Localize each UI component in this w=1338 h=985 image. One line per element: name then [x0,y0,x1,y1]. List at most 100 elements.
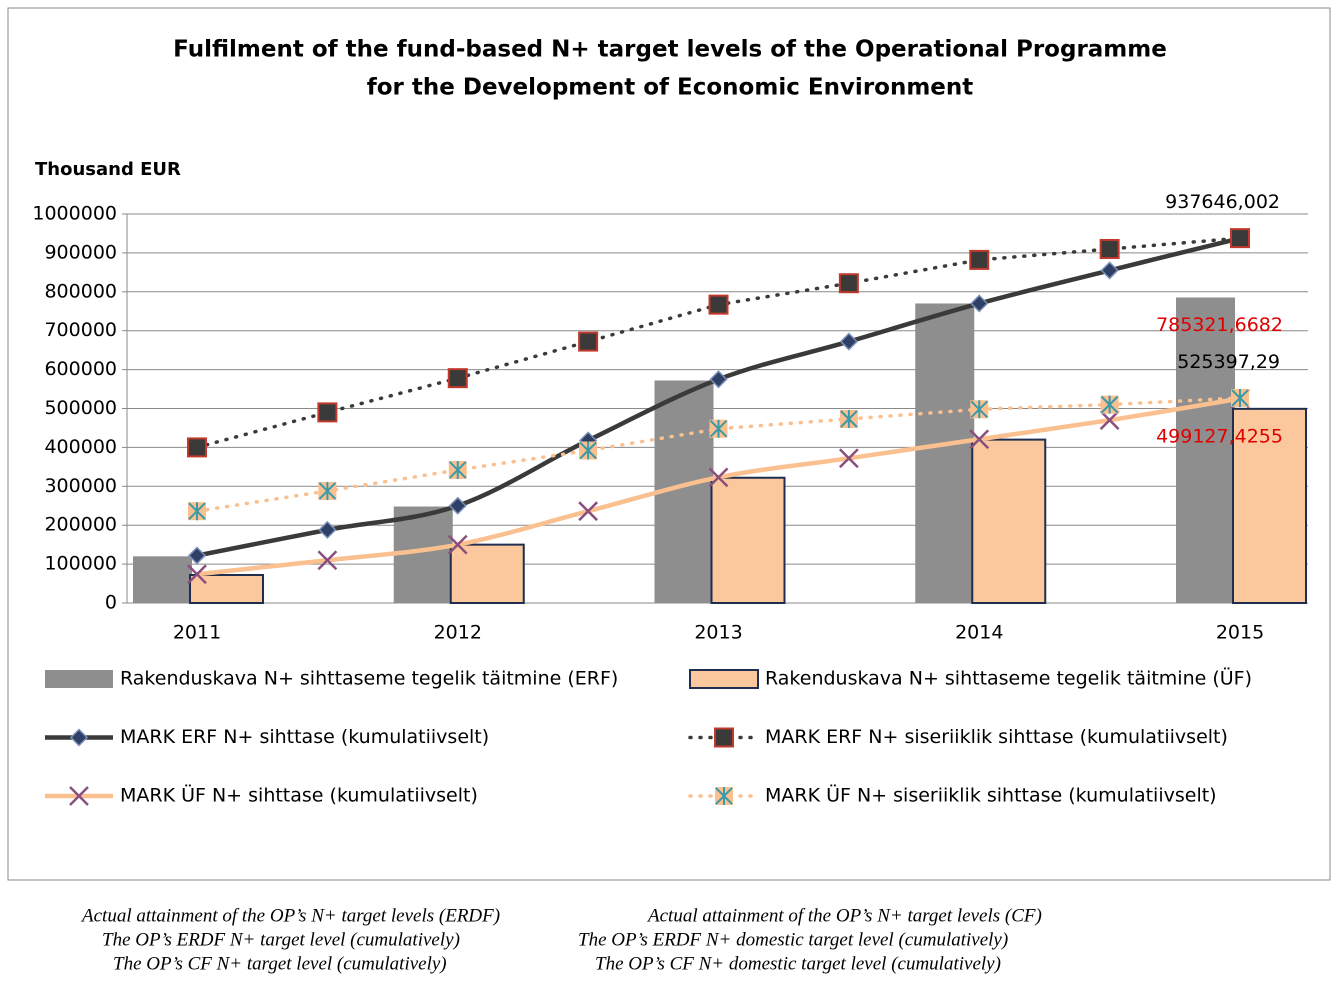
bar [1232,407,1307,604]
point-marker [578,501,599,522]
marker-shape [1099,410,1120,431]
y-tick-label: 100000 [44,553,117,575]
point-marker [1100,395,1119,414]
marker-shape [839,332,858,351]
y-tick-label: 200000 [44,514,117,536]
marker-shape [447,534,468,555]
marker-shape [1231,388,1249,407]
point-marker [1230,228,1250,249]
bar [393,506,453,603]
point-marker [970,400,989,419]
marker-shape [838,448,859,469]
marker-shape [715,787,733,805]
marker-shape [578,501,599,522]
point-marker [447,534,468,555]
point-marker [708,467,729,488]
marker-shape [1100,261,1119,280]
point-marker [709,370,728,389]
marker-shape [708,467,729,488]
point-marker [1099,239,1120,260]
legend-marker [714,727,734,748]
marker-shape [714,727,734,748]
caption: The OP’s ERDF N+ domestic target level (… [578,929,1008,950]
marker-shape [579,441,597,460]
bar [449,543,525,605]
legend-label: MARK ÜF N+ sihttase (kumulatiivselt) [120,784,478,807]
legend-label: Rakenduskava N+ sihttaseme tegelik täitm… [765,667,1252,690]
y-tick-label: 600000 [44,358,117,380]
marker-shape [69,728,89,747]
marker-shape [1099,239,1120,260]
point-marker [317,402,338,423]
legend-marker [69,728,89,747]
point-marker [1099,410,1120,431]
marker-shape [448,496,467,515]
point-marker [187,564,207,585]
marker-shape [970,400,988,419]
marker-shape [317,550,338,571]
caption: The OP’s CF N+ domestic target level (cu… [595,953,1001,974]
bar [133,556,192,603]
marker-shape [188,502,206,521]
marker-shape [708,294,729,315]
point-marker [187,546,207,565]
x-tick-label: 2012 [434,622,482,644]
chart-title: for the Development of Economic Environm… [367,75,974,101]
legend-marker [715,787,733,805]
legend-label: MARK ERF N+ sihttase (kumulatiivselt) [120,726,489,748]
marker-shape [840,410,858,429]
caption: The OP’s CF N+ target level (cumulativel… [113,953,447,974]
point-marker [318,520,337,539]
bar [915,303,975,603]
point-marker [1100,261,1119,280]
legend-label: Rakenduskava N+ sihttaseme tegelik täitm… [120,668,618,690]
marker-shape [447,368,468,389]
marker-shape [1230,228,1250,249]
x-tick-label: 2013 [694,622,742,644]
y-tick-label: 400000 [44,436,117,458]
point-marker [969,429,990,450]
bar [710,476,786,605]
legend-label: MARK ERF N+ siseriiklik sihttase (kumula… [765,726,1228,748]
point-marker [317,550,338,571]
marker-shape [187,546,207,565]
marker-shape [709,419,728,438]
point-marker [970,294,989,313]
point-marker [709,419,728,438]
point-marker [579,441,598,460]
point-marker [839,410,858,429]
y-tick-label: 500000 [44,397,117,419]
point-marker [187,437,207,458]
point-marker [1231,388,1249,407]
caption: Actual attainment of the OP’s N+ target … [80,905,500,926]
y-tick-label: 900000 [44,241,117,263]
bar [1176,297,1235,603]
legend-swatch [45,670,113,688]
y-axis-title: Thousand EUR [35,159,181,180]
marker-shape [318,520,337,539]
marker-shape [187,564,207,585]
point-marker [578,331,599,352]
x-tick-label: 2011 [173,622,221,644]
y-tick-label: 300000 [44,475,117,497]
data-label: 499127,4255 [1156,425,1283,447]
marker-shape [317,402,338,423]
marker-shape [969,249,990,270]
data-label: 525397,29 [1177,351,1280,373]
point-marker [838,273,859,294]
legend-swatch [689,669,759,689]
bar [971,438,1047,604]
marker-shape [970,294,989,313]
data-label: 937646,002 [1165,191,1280,213]
legend-label: MARK ÜF N+ siseriiklik sihttase (kumulat… [765,784,1217,807]
point-marker [448,460,467,479]
y-tick-label: 0 [105,592,117,614]
marker-shape [187,437,207,458]
point-marker [447,368,468,389]
point-marker [318,481,337,500]
marker-shape [709,370,728,389]
y-tick-label: 800000 [44,280,117,302]
point-marker [708,294,729,315]
data-label: 785321,6682 [1156,314,1283,336]
